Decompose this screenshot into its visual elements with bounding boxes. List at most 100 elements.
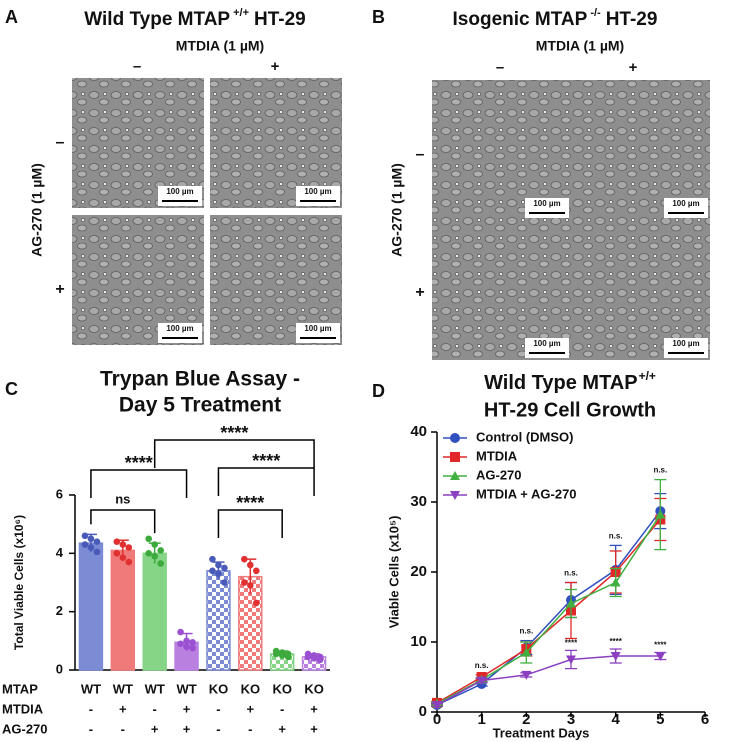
legend-marker [450, 452, 460, 462]
data-point [316, 656, 324, 664]
table-cell: WT [113, 681, 133, 696]
data-point [125, 544, 133, 551]
scale-bar-label: 100 µm [166, 187, 193, 196]
micrograph [432, 220, 571, 360]
legend-label: Control (DMSO) [476, 429, 573, 444]
marker [476, 676, 487, 686]
data-point [310, 655, 318, 662]
chart-title: HT-29 Cell Growth [484, 399, 656, 421]
data-point [125, 558, 133, 566]
micrograph [432, 80, 571, 220]
chart-title: Day 5 Treatment [119, 394, 281, 417]
x-tick-label: 3 [567, 711, 575, 728]
x-tick-label: 4 [611, 711, 620, 728]
data-point [151, 552, 158, 560]
table-cell: - [89, 721, 93, 736]
table-cell: WT [81, 681, 101, 696]
data-point [221, 579, 228, 586]
column-label: + [271, 58, 280, 75]
column-label: + [629, 59, 638, 76]
data-point [87, 544, 95, 551]
scale-bar-label: 100 µm [166, 324, 193, 333]
scale-bar-label: 100 µm [672, 339, 699, 348]
data-point [241, 555, 248, 563]
significance-label: **** [252, 451, 280, 471]
scale-bar-label: 100 µm [304, 187, 331, 196]
significance-label: n.s. [519, 627, 533, 636]
bar [206, 570, 231, 671]
panel-letter: A [5, 7, 18, 27]
scale-bar-label: 100 µm [672, 199, 699, 208]
data-point [209, 567, 216, 575]
table-cell: - [248, 721, 252, 736]
table-row-label: MTDIA [2, 701, 44, 716]
panel-letter: D [372, 381, 385, 401]
column-label: – [496, 59, 504, 76]
table-cell: - [89, 701, 93, 716]
marker [521, 670, 532, 680]
data-point [189, 644, 196, 652]
column-header: MTDIA (1 µM) [176, 38, 264, 54]
row-header: AG-270 (1 µM) [29, 163, 45, 257]
data-point [151, 541, 158, 548]
x-tick-label: 6 [701, 711, 709, 728]
significance-bracket [90, 509, 156, 534]
data-point [87, 535, 95, 543]
marker [566, 655, 576, 665]
significance-bracket [90, 469, 188, 498]
table-cell: - [216, 721, 220, 736]
title-text: Wild Type MTAP [484, 372, 638, 394]
data-point [241, 579, 248, 586]
data-point [253, 599, 260, 607]
table-cell: + [278, 721, 286, 736]
series-line [436, 510, 661, 706]
bar [142, 552, 167, 671]
panel-title: Wild Type MTAP +/+ HT-29 [84, 7, 306, 30]
data-point [93, 538, 101, 545]
bar [110, 549, 136, 671]
row-header: AG-270 (1 µM) [389, 163, 405, 257]
data-point [189, 638, 196, 646]
series-line [436, 655, 661, 706]
data-point [119, 541, 127, 548]
x-axis-label: Treatment Days [493, 725, 590, 740]
significance-label: **** [125, 453, 153, 473]
table-cell: + [151, 721, 159, 736]
significance-label: **** [220, 423, 248, 443]
data-point [113, 538, 121, 545]
table-cell: KO [209, 681, 229, 696]
significance-bracket [217, 467, 315, 496]
series-line [436, 514, 661, 705]
row-label: + [55, 281, 64, 298]
legend-marker [450, 491, 460, 500]
data-point [278, 652, 286, 659]
data-point [284, 653, 292, 661]
marker [655, 509, 666, 519]
table-cell: - [216, 701, 220, 716]
data-point [145, 535, 152, 543]
table-cell: + [183, 701, 191, 716]
significance-label: **** [236, 493, 264, 513]
data-point [113, 550, 121, 557]
data-point [272, 650, 280, 658]
data-point [145, 550, 152, 557]
chart-title: Wild Type MTAP+/+ [484, 369, 656, 394]
scale-bar-label: 100 µm [304, 324, 331, 333]
scale-bar-label: 100 µm [533, 339, 560, 348]
y-tick-label: 10 [410, 633, 427, 650]
y-tick-label: 0 [56, 661, 63, 676]
panel-title: Isogenic MTAP -/- HT-29 [453, 7, 658, 30]
marker [655, 652, 666, 661]
title-superscript: -/- [590, 7, 601, 19]
legend-label: AG-270 [476, 467, 522, 482]
x-tick-label: 5 [656, 711, 664, 728]
table-cell: - [153, 701, 157, 716]
title-text: Wild Type MTAP [84, 9, 230, 30]
data-point [209, 555, 216, 563]
data-point [215, 561, 222, 569]
data-point [119, 554, 127, 562]
y-tick-label: 30 [410, 493, 427, 510]
table-cell: - [280, 701, 284, 716]
data-point [215, 570, 222, 578]
